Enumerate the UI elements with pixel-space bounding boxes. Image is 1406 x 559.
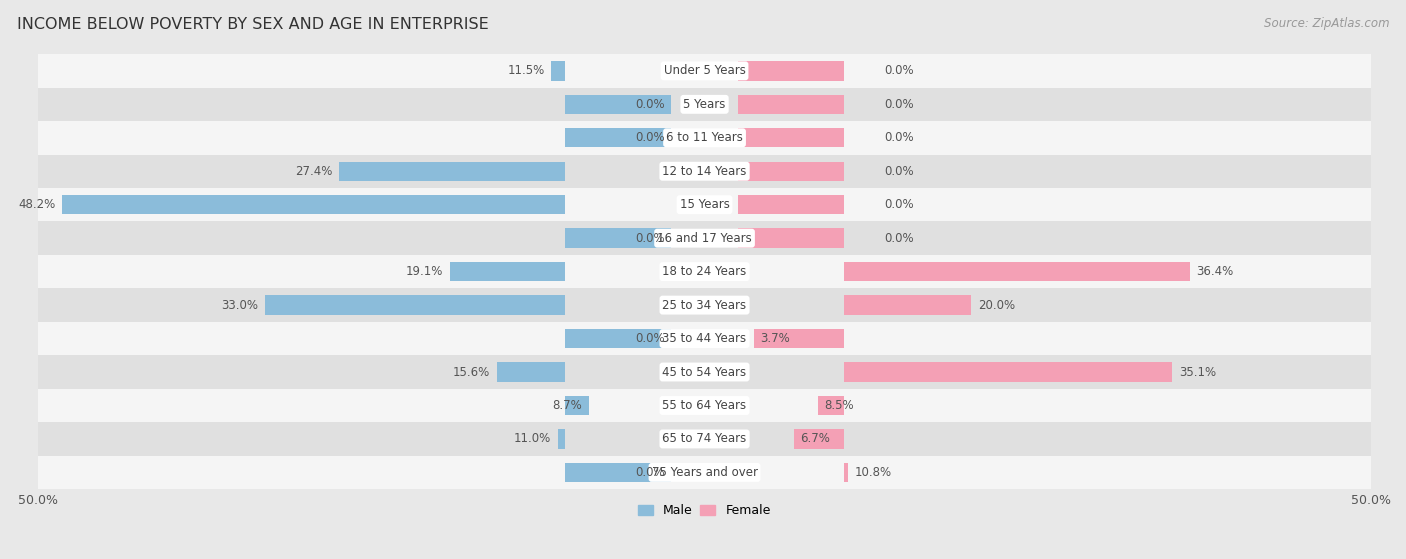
Bar [738, 128, 845, 148]
Bar [38, 221, 1371, 255]
Legend: Male, Female: Male, Female [633, 499, 776, 522]
Text: 0.0%: 0.0% [884, 131, 914, 144]
Bar [38, 255, 1371, 288]
Text: 35 to 44 Years: 35 to 44 Years [662, 332, 747, 345]
Text: 0.0%: 0.0% [884, 198, 914, 211]
Bar [38, 54, 1371, 88]
Bar [558, 429, 565, 449]
Text: 8.7%: 8.7% [553, 399, 582, 412]
Bar [738, 229, 845, 248]
Text: 35.1%: 35.1% [1180, 366, 1216, 378]
Bar [738, 162, 845, 181]
Text: 20.0%: 20.0% [977, 299, 1015, 311]
Text: 11.5%: 11.5% [508, 64, 544, 77]
Bar [565, 94, 671, 114]
Text: 48.2%: 48.2% [18, 198, 55, 211]
Bar [339, 162, 565, 181]
Text: 15 Years: 15 Years [679, 198, 730, 211]
Bar [38, 356, 1371, 389]
Bar [738, 61, 845, 80]
Bar [551, 61, 565, 80]
Text: 55 to 64 Years: 55 to 64 Years [662, 399, 747, 412]
Text: 12 to 14 Years: 12 to 14 Years [662, 165, 747, 178]
Text: 19.1%: 19.1% [406, 265, 443, 278]
Text: 36.4%: 36.4% [1197, 265, 1233, 278]
Bar [38, 154, 1371, 188]
Text: 45 to 54 Years: 45 to 54 Years [662, 366, 747, 378]
Text: 0.0%: 0.0% [884, 98, 914, 111]
Bar [845, 463, 848, 482]
Text: Source: ZipAtlas.com: Source: ZipAtlas.com [1264, 17, 1389, 30]
Bar [818, 396, 845, 415]
Bar [565, 229, 671, 248]
Bar [738, 195, 845, 215]
Bar [38, 322, 1371, 356]
Text: 6.7%: 6.7% [800, 433, 831, 446]
Text: 0.0%: 0.0% [636, 98, 665, 111]
Bar [738, 94, 845, 114]
Text: INCOME BELOW POVERTY BY SEX AND AGE IN ENTERPRISE: INCOME BELOW POVERTY BY SEX AND AGE IN E… [17, 17, 489, 32]
Bar [845, 295, 972, 315]
Text: 0.0%: 0.0% [636, 332, 665, 345]
Text: 0.0%: 0.0% [884, 165, 914, 178]
Text: 8.5%: 8.5% [824, 399, 853, 412]
Bar [38, 88, 1371, 121]
Bar [450, 262, 565, 281]
Bar [565, 463, 671, 482]
Text: 33.0%: 33.0% [221, 299, 259, 311]
Bar [38, 422, 1371, 456]
Text: 25 to 34 Years: 25 to 34 Years [662, 299, 747, 311]
Text: 3.7%: 3.7% [761, 332, 790, 345]
Text: 0.0%: 0.0% [636, 466, 665, 479]
Bar [794, 429, 845, 449]
Text: 75 Years and over: 75 Years and over [651, 466, 758, 479]
Text: 0.0%: 0.0% [636, 231, 665, 245]
Bar [565, 329, 671, 348]
Text: 0.0%: 0.0% [884, 64, 914, 77]
Text: 27.4%: 27.4% [295, 165, 333, 178]
Text: 10.8%: 10.8% [855, 466, 893, 479]
Bar [845, 262, 1189, 281]
Bar [565, 128, 671, 148]
Text: 11.0%: 11.0% [515, 433, 551, 446]
Text: Under 5 Years: Under 5 Years [664, 64, 745, 77]
Bar [38, 288, 1371, 322]
Text: 0.0%: 0.0% [884, 231, 914, 245]
Text: 65 to 74 Years: 65 to 74 Years [662, 433, 747, 446]
Text: 15.6%: 15.6% [453, 366, 489, 378]
Bar [845, 362, 1173, 382]
Text: 6 to 11 Years: 6 to 11 Years [666, 131, 742, 144]
Bar [38, 121, 1371, 154]
Bar [62, 195, 565, 215]
Bar [264, 295, 565, 315]
Bar [754, 329, 845, 348]
Bar [38, 456, 1371, 489]
Text: 5 Years: 5 Years [683, 98, 725, 111]
Bar [38, 389, 1371, 422]
Text: 16 and 17 Years: 16 and 17 Years [657, 231, 752, 245]
Bar [496, 362, 565, 382]
Text: 0.0%: 0.0% [636, 131, 665, 144]
Bar [38, 188, 1371, 221]
Bar [565, 396, 589, 415]
Text: 18 to 24 Years: 18 to 24 Years [662, 265, 747, 278]
